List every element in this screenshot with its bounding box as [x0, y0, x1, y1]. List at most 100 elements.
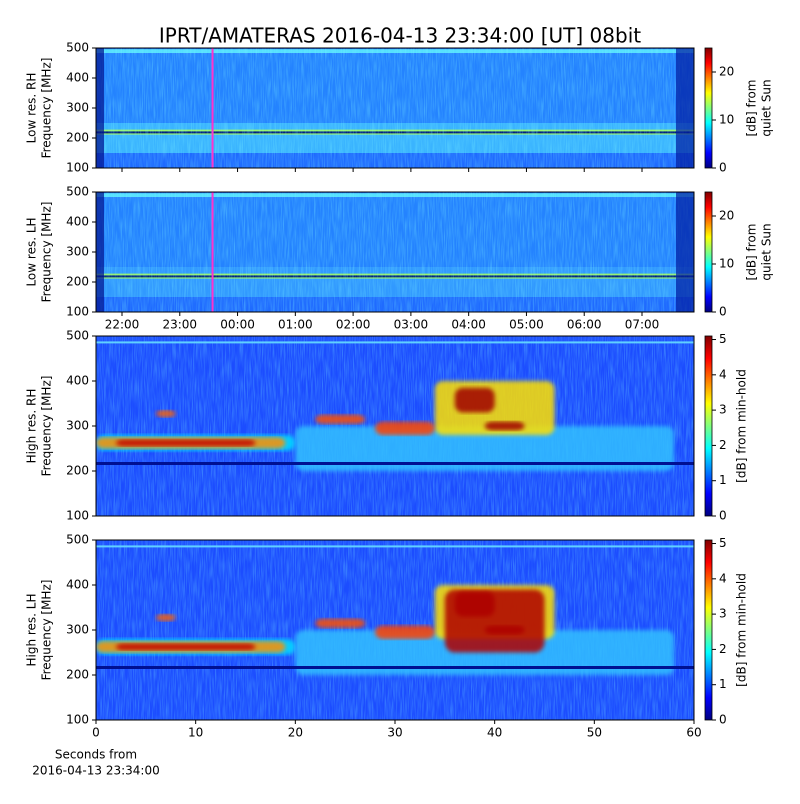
spectrum-blob	[315, 618, 366, 628]
x-tick-label: 60	[686, 726, 701, 740]
colorbar-tick-label: 3	[719, 607, 727, 621]
y-tick-label: 500	[66, 329, 89, 343]
y-tick-label: 100	[66, 713, 89, 727]
spectrum-blob	[295, 426, 675, 471]
spectrum-noise	[96, 192, 694, 312]
spectrum-edge	[96, 48, 104, 168]
colorbar-tick-label: 0	[719, 509, 727, 523]
colorbar-tick-label: 5	[719, 332, 727, 346]
x-tick-label: 50	[587, 726, 602, 740]
y-tick-label: 300	[66, 419, 89, 433]
x-tick-label: 22:00	[105, 318, 140, 332]
x-tick-label: 20	[288, 726, 303, 740]
y-axis-label: High res. RH	[25, 389, 39, 464]
colorbar-tick-label: 10	[719, 257, 734, 271]
colorbar-label: [dB] from min-hold	[735, 573, 749, 687]
spectrum-blob	[444, 589, 545, 653]
x-tick-label: 10	[188, 726, 203, 740]
y-axis-label: High res. LH	[25, 593, 39, 666]
colorbar-tick-label: 20	[719, 209, 734, 223]
colorbar-tick-label: 1	[719, 473, 727, 487]
y-tick-label: 100	[66, 305, 89, 319]
y-axis-label: Frequency [MHz]	[40, 202, 54, 303]
colorbar-label: [dB] from	[745, 224, 759, 281]
colorbar-tick-label: 5	[719, 536, 727, 550]
y-tick-label: 400	[66, 374, 89, 388]
y-tick-label: 200	[66, 131, 89, 145]
y-axis-label: Frequency [MHz]	[40, 58, 54, 159]
spectrum-edge	[96, 192, 104, 312]
colorbar	[704, 191, 713, 313]
x-tick-label: 04:00	[451, 318, 486, 332]
colorbar-label: [dB] from	[745, 80, 759, 137]
spectrum-blob	[155, 614, 176, 621]
x-tick-label: 23:00	[162, 318, 197, 332]
spectrum-edge	[676, 192, 694, 312]
colorbar-tick-label: 10	[719, 113, 734, 127]
spectrum-blob	[155, 410, 176, 417]
colorbar-tick-label: 4	[719, 571, 727, 585]
spectrum-edge	[676, 48, 694, 168]
y-tick-label: 200	[66, 668, 89, 682]
spectrum-band	[96, 545, 694, 548]
colorbar	[704, 47, 713, 169]
spectrum-blob	[484, 421, 525, 431]
x-tick-label: 07:00	[625, 318, 660, 332]
colorbar-tick-label: 0	[719, 161, 727, 175]
x-tick-label: 30	[387, 726, 402, 740]
x-tick-label: 02:00	[336, 318, 371, 332]
colorbar-label: quiet Sun	[760, 223, 774, 280]
y-tick-label: 100	[66, 161, 89, 175]
y-tick-label: 400	[66, 71, 89, 85]
heatmap	[96, 192, 694, 312]
x-axis-label: 2016-04-13 23:34:00	[32, 764, 159, 778]
colorbar-label: quiet Sun	[760, 79, 774, 136]
y-tick-label: 300	[66, 245, 89, 259]
y-axis-label: Frequency [MHz]	[40, 376, 54, 477]
heatmap	[96, 540, 694, 720]
colorbar-tick-label: 2	[719, 642, 727, 656]
y-axis-label: Frequency [MHz]	[40, 580, 54, 681]
spectrum-band	[96, 341, 694, 344]
chart-title: IPRT/AMATERAS 2016-04-13 23:34:00 [UT] 0…	[159, 24, 641, 48]
x-tick-label: 05:00	[509, 318, 544, 332]
y-tick-label: 500	[66, 185, 89, 199]
colorbar-tick-label: 4	[719, 367, 727, 381]
y-tick-label: 400	[66, 578, 89, 592]
colorbar-tick-label: 20	[719, 65, 734, 79]
spectrum-blob	[454, 387, 495, 413]
y-tick-label: 400	[66, 215, 89, 229]
colorbar-tick-label: 2	[719, 438, 727, 452]
y-tick-label: 200	[66, 275, 89, 289]
colorbar	[704, 539, 713, 721]
x-tick-label: 00:00	[220, 318, 255, 332]
colorbar-tick-label: 1	[719, 677, 727, 691]
y-tick-label: 100	[66, 509, 89, 523]
colorbar-label: [dB] from min-hold	[735, 369, 749, 483]
x-tick-label: 40	[487, 726, 502, 740]
y-tick-label: 500	[66, 41, 89, 55]
y-axis-label: Low res. LH	[25, 217, 39, 286]
spectrum-blob	[375, 421, 435, 435]
colorbar-tick-label: 0	[719, 713, 727, 727]
spectrum-band	[96, 666, 694, 669]
spectrum-blob	[375, 625, 435, 639]
y-axis-label: Low res. RH	[25, 73, 39, 144]
x-tick-label: 06:00	[567, 318, 602, 332]
y-tick-label: 300	[66, 623, 89, 637]
y-tick-label: 300	[66, 101, 89, 115]
colorbar-tick-label: 0	[719, 305, 727, 319]
x-axis-label: Seconds from	[55, 748, 137, 762]
x-tick-label: 03:00	[394, 318, 429, 332]
spectrum-blob	[115, 439, 256, 447]
y-tick-label: 500	[66, 533, 89, 547]
heatmap	[96, 336, 694, 516]
colorbar	[704, 335, 713, 517]
spectrum-blob	[315, 414, 366, 424]
y-tick-label: 200	[66, 464, 89, 478]
x-tick-label: 0	[92, 726, 100, 740]
spectrum-blob	[115, 643, 256, 651]
spectrum-noise	[96, 48, 694, 168]
heatmap	[96, 48, 694, 168]
x-tick-label: 01:00	[278, 318, 313, 332]
